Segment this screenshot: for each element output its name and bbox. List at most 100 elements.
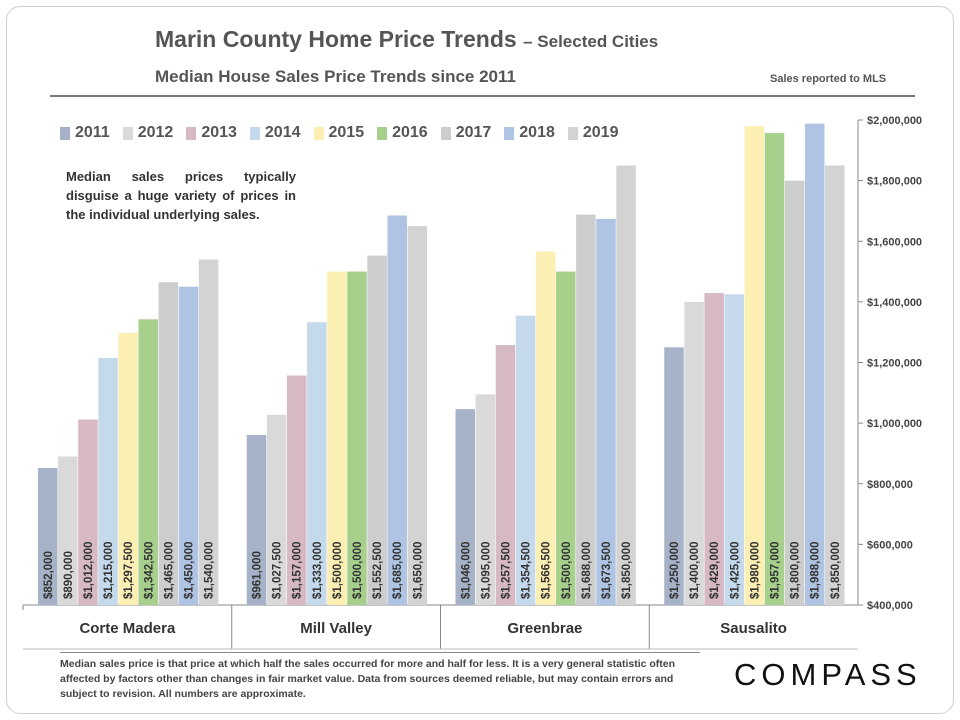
bar-value-label: $1,540,000 [204, 541, 216, 599]
bar [535, 251, 556, 605]
legend-label: 2019 [582, 124, 619, 141]
bar-value-label: $1,450,000 [183, 541, 195, 599]
bar-value-label: $1,027,500 [272, 541, 284, 599]
bar-value-label: $1,342,500 [143, 541, 155, 599]
bar-value-label: $1,957,000 [770, 541, 782, 599]
bar-value-label: $1,685,000 [392, 541, 404, 599]
legend-swatch [186, 126, 197, 140]
bar [764, 133, 785, 606]
chart-title: Marin County Home Price Trends – Selecte… [155, 26, 659, 52]
y-tick-label: $1,200,000 [867, 358, 922, 370]
bar [38, 467, 58, 605]
legend-label: 2016 [392, 124, 428, 141]
chart-title-suffix: – Selected Cities [523, 32, 659, 51]
legend-item: 2016 [377, 124, 428, 142]
y-tick-label: $400,000 [867, 600, 913, 612]
bar-value-label: $1,400,000 [689, 541, 701, 599]
bar-value-label: $1,850,000 [830, 541, 842, 599]
bar [246, 434, 267, 605]
bar [616, 165, 636, 605]
title-divider [50, 95, 915, 97]
bar-value-label: $1,250,000 [669, 541, 681, 599]
legend-label: 2018 [519, 124, 555, 141]
legend-swatch [313, 126, 324, 140]
y-tick-label: $1,600,000 [867, 236, 922, 248]
bar [495, 345, 516, 605]
bar-value-label: $961,000 [252, 551, 264, 599]
bar-value-label: $1,157,000 [292, 541, 304, 599]
bar [475, 394, 496, 605]
chart-annotation: Median sales prices typically disguise a… [66, 169, 296, 222]
bar [98, 357, 118, 605]
bar [664, 347, 684, 605]
bar-value-label: $1,425,000 [729, 541, 741, 599]
bar-value-label: $1,552,500 [372, 541, 384, 599]
legend-swatch [377, 126, 388, 140]
y-tick-label: $1,400,000 [867, 297, 922, 309]
legend-label: 2017 [455, 124, 492, 141]
bar [825, 165, 845, 605]
y-tick-label: $1,000,000 [867, 418, 922, 430]
legend-label: 2013 [201, 124, 237, 141]
bar-value-label: $1,688,000 [581, 541, 593, 599]
legend-swatch [567, 126, 578, 140]
bar-value-label: $1,988,000 [810, 541, 822, 599]
bar [118, 332, 138, 605]
x-category-label: Greenbrae [507, 620, 582, 637]
bar [347, 271, 367, 605]
bar-value-label: $1,500,000 [352, 541, 364, 599]
compass-logo: COMPASS [734, 657, 922, 692]
bar [784, 180, 805, 605]
bar-value-label: $1,500,000 [561, 541, 573, 599]
footnote: Median sales price is that price at whic… [60, 652, 700, 702]
y-tick-label: $1,800,000 [867, 176, 922, 188]
legend-item: 2017 [440, 124, 492, 142]
bar [804, 123, 825, 605]
bar-value-label: $1,800,000 [790, 541, 802, 599]
bar-value-label: $1,046,000 [460, 541, 472, 599]
bar [744, 126, 765, 605]
bar-value-label: $1,095,000 [480, 541, 492, 599]
y-tick-label: $600,000 [867, 539, 913, 551]
bar [367, 255, 387, 605]
source-note: Sales reported to MLS [770, 73, 887, 85]
bar-value-label: $1,012,000 [83, 541, 95, 599]
legend-item: 2013 [186, 124, 237, 142]
bar [455, 409, 475, 605]
legend-item: 2015 [313, 124, 365, 142]
legend-swatch [60, 126, 70, 140]
bar [178, 286, 199, 605]
bar [407, 226, 428, 605]
chart-legend: 2011 2012 2013 2014 2015 2016 2017 2018 2019 [60, 124, 618, 142]
x-category-label: Corte Madera [79, 620, 176, 637]
bar [307, 322, 327, 605]
bar [387, 215, 407, 605]
bar-value-label: $1,566,500 [541, 541, 553, 599]
legend-item: 2014 [249, 124, 301, 142]
bar [724, 294, 745, 605]
legend-swatch [249, 126, 260, 140]
bar [198, 259, 219, 605]
legend-item: 2018 [504, 124, 555, 142]
bar [704, 293, 724, 605]
bar [158, 282, 179, 605]
bar [58, 456, 78, 605]
bar-value-label: $1,257,500 [500, 541, 512, 599]
bar-value-label: $1,500,000 [332, 541, 344, 599]
x-category-label: Mill Valley [300, 620, 372, 637]
bar-value-label: $1,333,000 [312, 541, 324, 599]
legend-item: 2019 [567, 124, 619, 142]
bar [78, 419, 98, 605]
bar [515, 315, 536, 605]
y-tick-label: $2,000,000 [867, 115, 922, 127]
bar [286, 375, 307, 605]
legend-label: 2015 [328, 124, 365, 141]
bar [684, 301, 704, 605]
legend-item: 2012 [122, 124, 173, 142]
bar-value-label: $1,850,000 [621, 541, 633, 599]
bar-value-label: $1,673,500 [601, 541, 613, 599]
bar-value-label: $1,215,000 [103, 541, 115, 599]
y-tick-label: $800,000 [867, 479, 913, 491]
bar [576, 214, 596, 605]
